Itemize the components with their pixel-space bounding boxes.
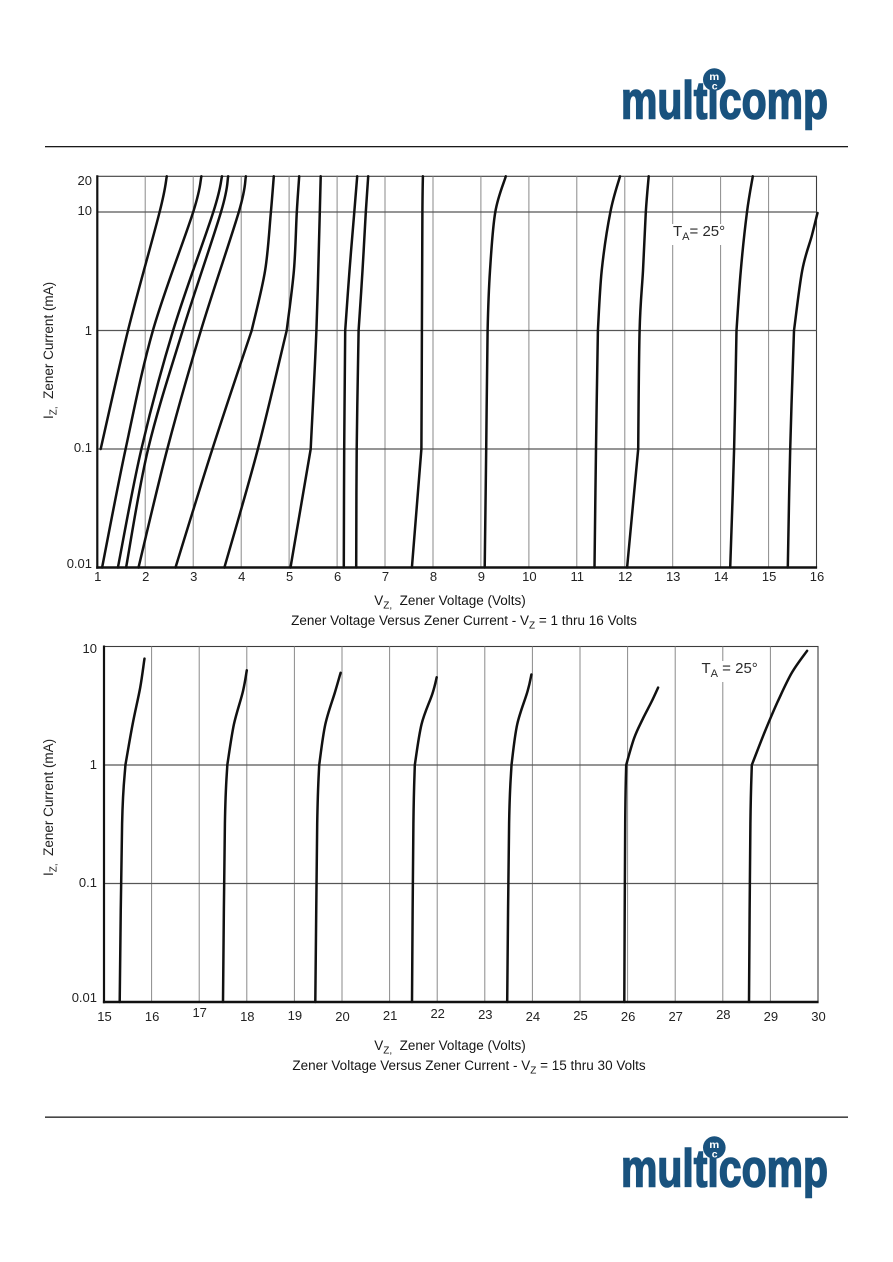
svg-text:m: m bbox=[709, 1139, 719, 1151]
svg-text:c: c bbox=[712, 1149, 718, 1161]
svg-text:multicomp: multicomp bbox=[621, 1140, 828, 1199]
svg-text:m: m bbox=[709, 71, 719, 83]
svg-text:c: c bbox=[712, 81, 718, 93]
